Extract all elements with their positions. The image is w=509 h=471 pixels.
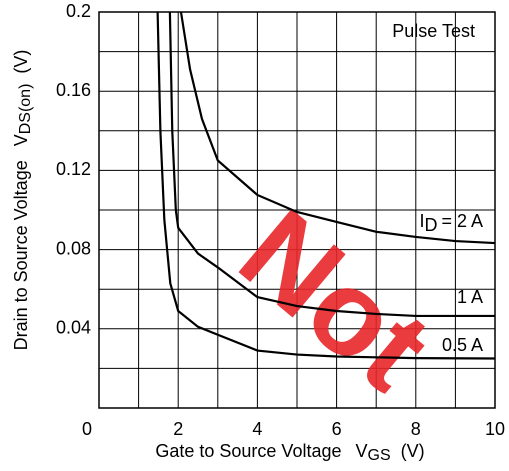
x-tick-label: 2 <box>173 419 183 439</box>
x-tick-label: 8 <box>411 419 421 439</box>
plot-frame <box>98 11 496 409</box>
curve <box>179 11 496 245</box>
x-tick-label: 4 <box>252 419 262 439</box>
x-tick-label: 0 <box>82 419 92 439</box>
annotation: Pulse Test <box>392 21 475 41</box>
series-label: 1 A <box>457 287 483 307</box>
y-tick-label: 0.08 <box>56 238 91 258</box>
y-tick-label: 0.12 <box>56 159 91 179</box>
x-tick-label: 10 <box>485 419 505 439</box>
y-tick-label: 0.04 <box>56 318 91 338</box>
curve <box>156 11 496 360</box>
grid <box>98 11 496 409</box>
series-label-text: 0.5 A <box>442 335 483 355</box>
y-tick-label: 0.16 <box>56 80 91 100</box>
series-label-text: 1 A <box>457 287 483 307</box>
curve <box>168 11 495 318</box>
x-tick-label: 6 <box>332 419 342 439</box>
series-label: 0.5 A <box>442 335 483 355</box>
y-tick-label: 0.2 <box>66 1 91 21</box>
series-label: ID = 2 A <box>419 211 483 235</box>
x-axis-label: Gate to Source Voltage VGS (V) <box>155 441 424 464</box>
series-label-prefix: I <box>419 211 424 231</box>
series-label-text: = 2 A <box>441 211 483 231</box>
y-axis-label: Drain to Source VoltageVDS(on)(V) <box>11 50 34 351</box>
series-label-subscript: D <box>424 215 437 235</box>
